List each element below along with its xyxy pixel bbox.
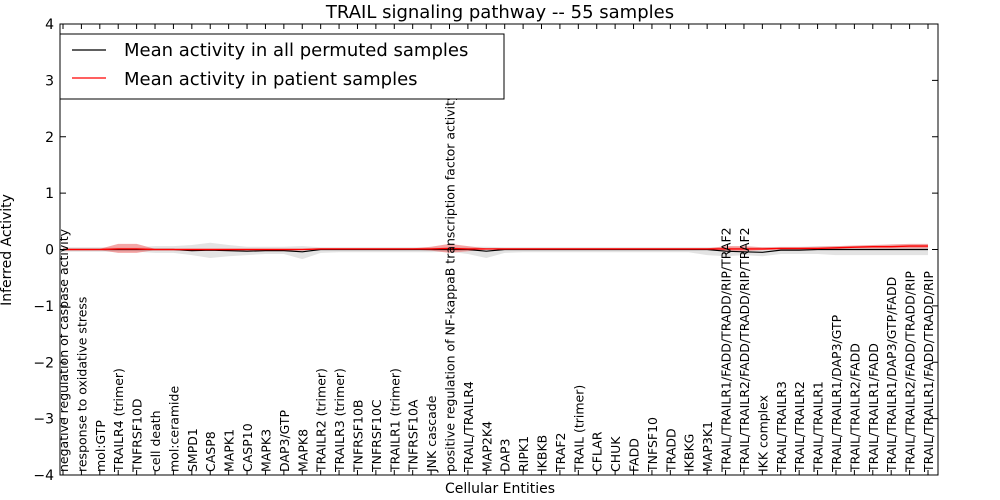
- category-label: DAP3/GTP: [277, 409, 292, 472]
- category-label: IKK complex: [755, 395, 770, 472]
- legend-label-permuted: Mean activity in all permuted samples: [124, 40, 468, 61]
- category-label: TRAIL/TRAILR2/FADD: [847, 343, 862, 473]
- category-label: TRAILR2 (trimer): [314, 368, 329, 473]
- category-label: TNFRSF10A: [406, 399, 421, 473]
- y-tick-label: 2: [45, 130, 54, 146]
- y-tick-label: 4: [45, 17, 54, 33]
- category-label: response to oxidative stress: [74, 297, 89, 472]
- y-tick-label: −3: [33, 412, 54, 428]
- x-axis-label: Cellular Entities: [445, 481, 555, 497]
- category-label: IKBKG: [682, 434, 697, 472]
- category-label: TRAILR4 (trimer): [111, 368, 126, 473]
- category-label: DAP3: [498, 439, 513, 472]
- y-tick-label: 0: [45, 243, 54, 259]
- legend: Mean activity in all permuted samples Me…: [59, 33, 505, 100]
- category-label: TRAF2: [553, 432, 568, 473]
- category-label: TRAIL (trimer): [571, 385, 586, 473]
- y-tick-label: 1: [45, 186, 54, 202]
- category-label: TRAIL/TRAILR1/DAP3/GTP/FADD: [884, 277, 899, 473]
- category-label: TRADD: [663, 428, 678, 473]
- category-label: CASP8: [203, 431, 218, 472]
- category-label: RIPK1: [516, 436, 531, 472]
- category-label: SMPD1: [185, 428, 200, 472]
- category-label: TRAIL/TRAILR2/FADD/TRADD/RIP/TRAF2: [737, 227, 752, 473]
- y-tick-label: 3: [45, 73, 54, 89]
- category-label: TRAIL/TRAILR1/FADD: [866, 343, 881, 473]
- category-label: FADD: [627, 438, 642, 472]
- category-label: CFLAR: [590, 431, 605, 472]
- category-label: TRAIL/TRAILR4: [461, 381, 476, 473]
- category-label: MAP3K1: [700, 421, 715, 472]
- category-label: MAPK8: [295, 429, 310, 472]
- category-label: CASP10: [240, 423, 255, 472]
- category-label: MAPK1: [222, 429, 237, 472]
- category-label: TRAIL/TRAILR1/DAP3/GTP: [829, 314, 844, 473]
- category-label: TRAIL/TRAILR1: [811, 381, 826, 473]
- category-label: TRAIL/TRAILR2/FADD/TRADD/RIP: [903, 271, 918, 473]
- category-labels: negative regulation of caspase activity r…: [56, 93, 936, 473]
- series-lines: [63, 245, 928, 253]
- legend-box: [59, 33, 505, 100]
- category-label: TNFRSF10D: [130, 398, 145, 473]
- category-label: TRAIL/TRAILR1/FADD/TRADD/RIP/TRAF2: [719, 227, 734, 473]
- category-label: TRAIL/TRAILR2: [792, 381, 807, 473]
- category-label: MAP2K4: [479, 421, 494, 472]
- category-label: negative regulation of caspase activity: [56, 228, 71, 472]
- category-label: IKBKB: [535, 435, 550, 472]
- y-tick-label: −1: [33, 299, 54, 315]
- category-label: TRAILR1 (trimer): [387, 368, 402, 473]
- category-label: TNFRSF10C: [369, 399, 384, 473]
- category-label: positive regulation of NF-kappaB transcr…: [443, 93, 458, 472]
- chart-title: TRAIL signaling pathway -- 55 samples: [325, 2, 674, 23]
- category-label: CHUK: [608, 436, 623, 472]
- category-label: mol:ceramide: [166, 386, 181, 472]
- category-label: MAPK3: [258, 429, 273, 472]
- y-axis: 4 3 2 1 0 −1 −2 −3 −4: [33, 17, 938, 484]
- category-label: TRAIL/TRAILR3: [774, 381, 789, 473]
- category-label: TRAIL/TRAILR1/FADD/TRADD/RIP: [921, 271, 936, 473]
- category-label: TRAILR3 (trimer): [332, 368, 347, 473]
- category-label: TNFRSF10B: [351, 400, 366, 473]
- category-label: TNFSF10: [645, 417, 660, 473]
- y-axis-label: Inferred Activity: [0, 194, 15, 306]
- legend-label-patient: Mean activity in patient samples: [124, 69, 418, 90]
- x-axis: [62, 24, 929, 475]
- y-tick-label: −2: [33, 355, 54, 371]
- category-label: mol:GTP: [93, 420, 108, 472]
- line-series-1: [63, 245, 928, 251]
- category-label: cell death: [148, 410, 163, 472]
- category-label: JNK cascade: [424, 395, 439, 473]
- y-tick-label: −4: [33, 468, 54, 484]
